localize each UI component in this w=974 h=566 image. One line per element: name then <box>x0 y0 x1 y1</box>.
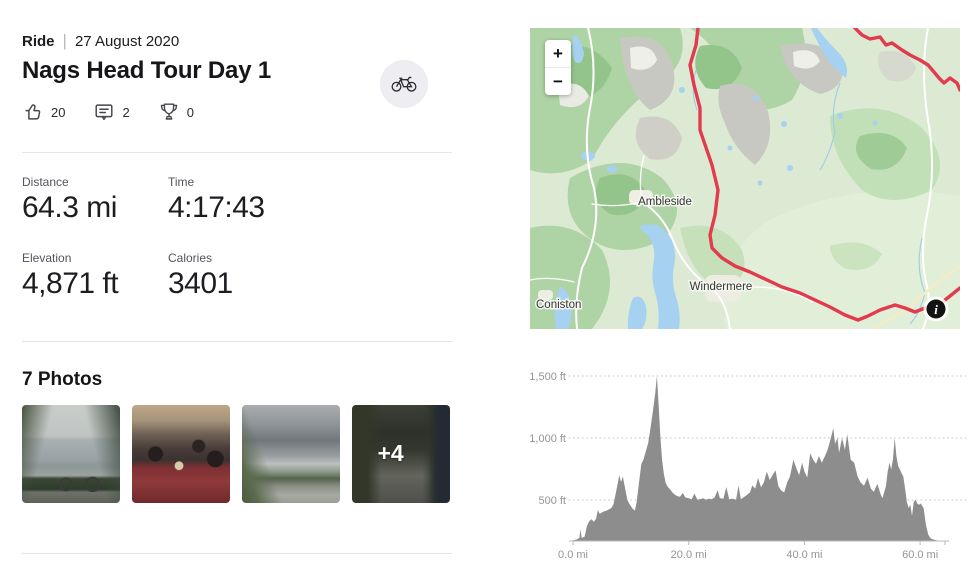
y-axis-tick-label: 1,000 ft <box>530 433 566 445</box>
photos-heading: 7 Photos <box>22 369 103 390</box>
activity-type: Ride <box>22 33 55 50</box>
divider <box>22 152 452 153</box>
stat-distance-label: Distance <box>22 175 69 189</box>
x-axis-tick-label: 0.0 mi <box>558 549 588 561</box>
map-label-ambleside: Ambleside <box>638 196 692 208</box>
stat-calories-value: 3401 <box>168 267 233 300</box>
x-axis-tick-label: 20.0 mi <box>671 549 707 561</box>
zoom-out-button[interactable]: − <box>553 71 563 91</box>
elevation-chart: 500 ft 1,000 ft 1,500 ft 0.0 mi 20.0 mi 40.0 … <box>529 352 974 566</box>
activity-date: 27 August 2020 <box>74 33 180 50</box>
kudos-count[interactable]: 20 <box>51 104 66 120</box>
photo-thumbnail-2[interactable] <box>132 405 230 503</box>
zoom-in-button[interactable]: + <box>545 40 571 68</box>
divider <box>22 341 452 342</box>
map-canvas: Ambleside Windermere Coniston i <box>530 28 960 329</box>
route-polyline-north <box>853 28 960 92</box>
comment-icon <box>93 101 115 123</box>
comments-count[interactable]: 2 <box>122 104 130 120</box>
page-title: Nags Head Tour Day 1 <box>22 57 271 84</box>
map-zoom-control: + − <box>545 40 571 95</box>
x-axis-tick-label: 40.0 mi <box>786 549 822 561</box>
divider <box>22 553 452 554</box>
map-info-icon[interactable]: i <box>923 296 949 322</box>
stat-distance-value: 64.3 mi <box>22 191 117 224</box>
route-map[interactable]: Ambleside Windermere Coniston i + − <box>530 28 960 329</box>
y-axis-tick-label: 500 ft <box>538 495 566 507</box>
stat-calories-label: Calories <box>168 251 213 265</box>
photo-thumbnail-1[interactable] <box>22 405 120 503</box>
stat-time-value: 4:17:43 <box>168 191 265 224</box>
trophy-icon <box>158 101 180 123</box>
map-label-windermere: Windermere <box>690 281 753 293</box>
elevation-area <box>573 376 945 541</box>
stat-elevation-label: Elevation <box>22 251 72 265</box>
photo-thumbnail-more[interactable]: +4 <box>352 405 450 503</box>
kudos-item[interactable]: 20 <box>22 101 65 123</box>
y-axis-tick-label: 1,500 ft <box>530 371 566 383</box>
x-axis-tick-label: 60.0 mi <box>902 549 938 561</box>
stat-time-label: Time <box>168 175 195 189</box>
achievements-count[interactable]: 0 <box>186 104 194 120</box>
header-separator: | <box>62 31 67 50</box>
activity-type-avatar <box>380 60 428 108</box>
photo-thumbnail-3[interactable] <box>242 405 340 503</box>
svg-text:i: i <box>934 302 938 317</box>
comments-item[interactable]: 2 <box>93 101 130 123</box>
stat-elevation-value: 4,871 ft <box>22 267 119 300</box>
social-row: 20 2 0 <box>22 101 194 123</box>
achievements-item[interactable]: 0 <box>158 101 194 123</box>
activity-type-row: Ride | 27 August 2020 <box>22 31 179 51</box>
map-label-coniston: Coniston <box>536 299 581 311</box>
elevation-chart-svg: 500 ft 1,000 ft 1,500 ft 0.0 mi 20.0 mi 40.0 … <box>529 371 967 561</box>
route-polyline <box>688 28 960 322</box>
bicycle-icon <box>389 70 419 99</box>
more-photos-overlay: +4 <box>377 440 404 467</box>
thumbs-up-icon <box>22 101 44 123</box>
